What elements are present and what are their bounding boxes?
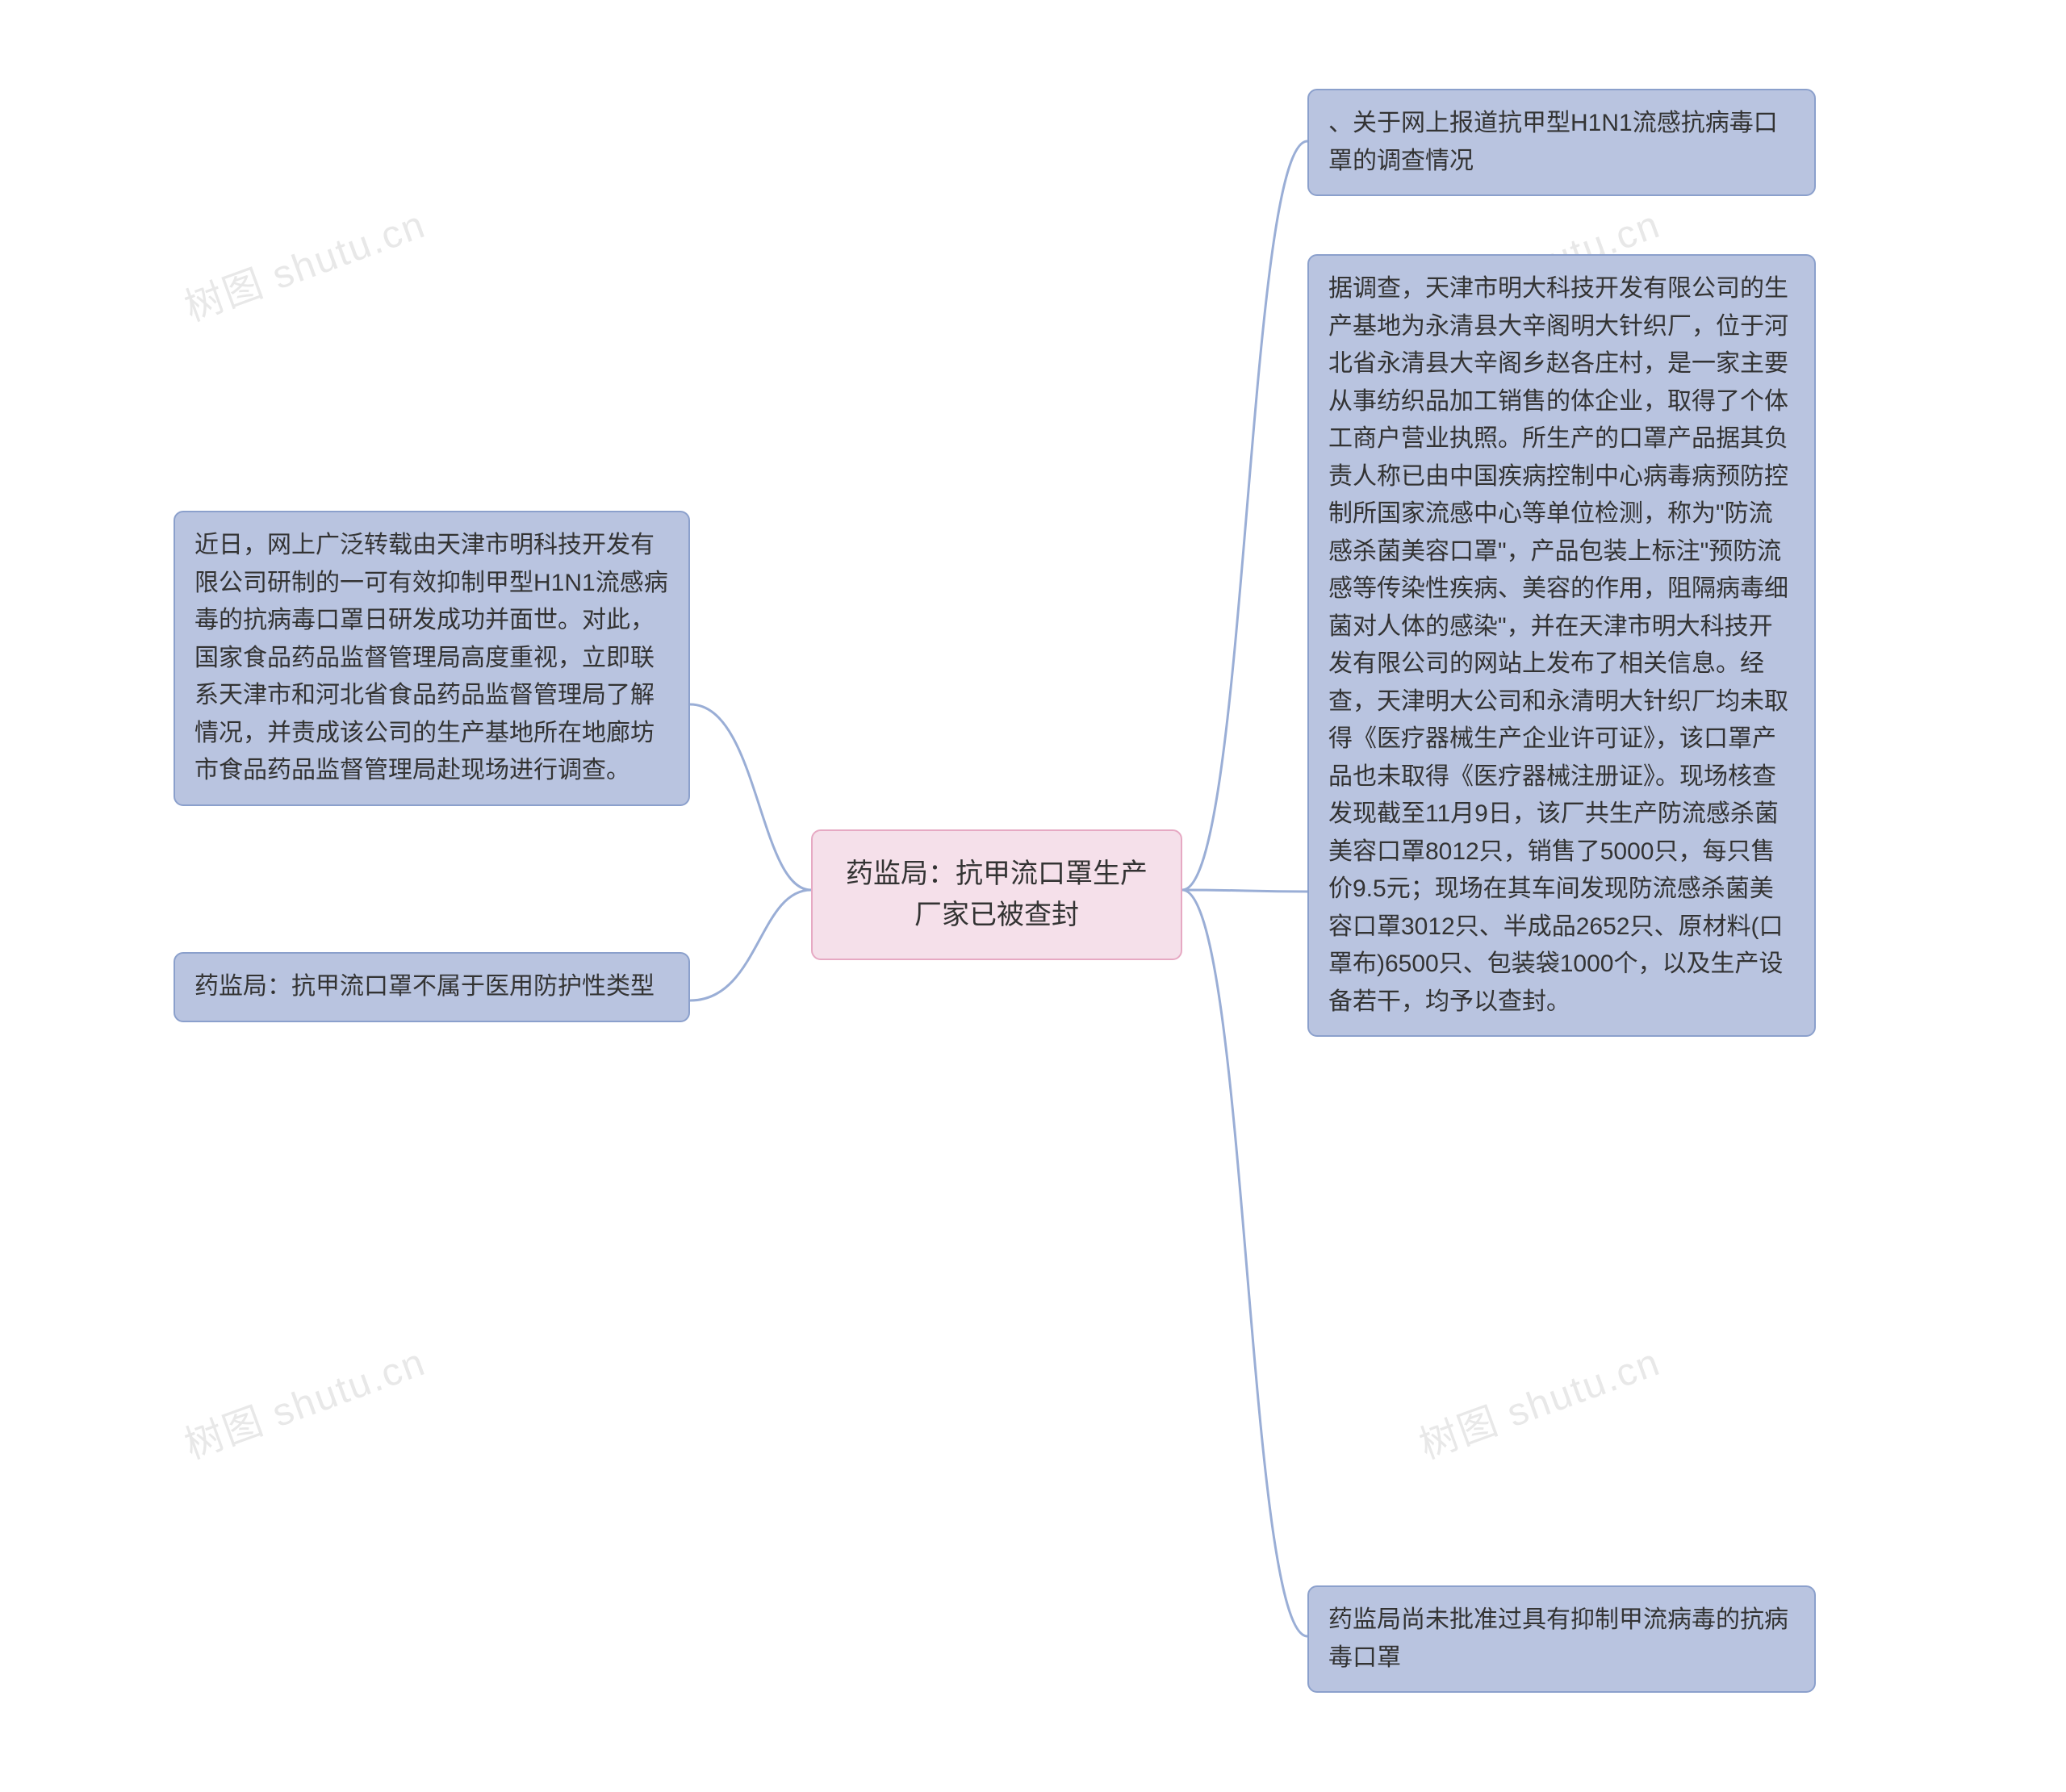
left-node-2-text: 药监局：抗甲流口罩不属于医用防护性类型	[194, 973, 655, 1000]
right-node-2-text: 据调查，天津市明大科技开发有限公司的生产基地为永清县大辛阁明大针织厂，位于河北省…	[1328, 275, 1788, 1015]
left-node-2[interactable]: 药监局：抗甲流口罩不属于医用防护性类型	[174, 952, 690, 1022]
right-node-1-text: 、关于网上报道抗甲型H1N1流感抗病毒口罩的调查情况	[1328, 110, 1778, 174]
left-node-1-text: 近日，网上广泛转载由天津市明科技开发有限公司研制的一可有效抑制甲型H1N1流感病…	[194, 532, 668, 783]
central-node[interactable]: 药监局：抗甲流口罩生产 厂家已被查封	[811, 829, 1182, 960]
right-node-2[interactable]: 据调查，天津市明大科技开发有限公司的生产基地为永清县大辛阁明大针织厂，位于河北省…	[1307, 254, 1816, 1037]
connector	[1182, 141, 1307, 890]
right-node-3-text: 药监局尚未批准过具有抑制甲流病毒的抗病毒口罩	[1328, 1606, 1788, 1671]
connector	[690, 704, 811, 890]
right-node-1[interactable]: 、关于网上报道抗甲型H1N1流感抗病毒口罩的调查情况	[1307, 89, 1816, 196]
watermark: 树图 shutu.cn	[175, 1330, 432, 1470]
watermark: 树图 shutu.cn	[175, 193, 432, 332]
central-line2: 厂家已被查封	[837, 895, 1156, 936]
central-line1: 药监局：抗甲流口罩生产	[837, 854, 1156, 895]
left-node-1[interactable]: 近日，网上广泛转载由天津市明科技开发有限公司研制的一可有效抑制甲型H1N1流感病…	[174, 511, 690, 806]
connector	[1182, 890, 1307, 892]
watermark: 树图 shutu.cn	[1410, 1330, 1667, 1470]
connector	[690, 890, 811, 1000]
right-node-3[interactable]: 药监局尚未批准过具有抑制甲流病毒的抗病毒口罩	[1307, 1585, 1816, 1693]
connector	[1182, 890, 1307, 1636]
